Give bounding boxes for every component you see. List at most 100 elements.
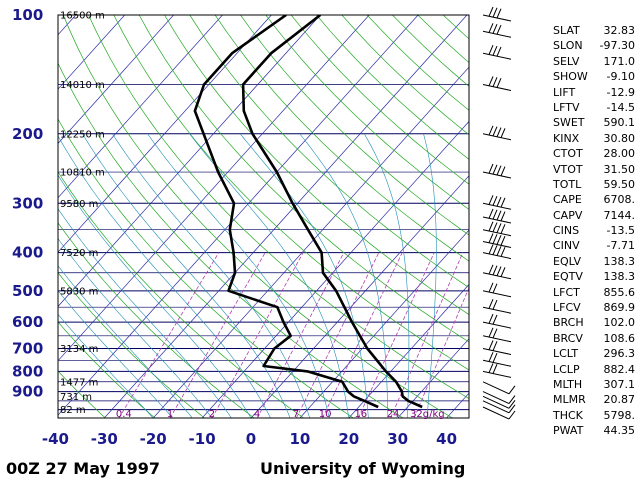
pressure-tick-label: 600: [12, 313, 43, 331]
wind-barb: [482, 340, 512, 355]
index-label: SLAT: [553, 24, 580, 37]
mixing-ratio-label: 2: [209, 409, 215, 420]
index-label: LFTV: [553, 100, 580, 114]
isotherm-line: [152, 66, 469, 418]
moist-adiabat: [58, 313, 154, 418]
index-label: BRCH: [553, 316, 584, 330]
isotherm-line: [348, 283, 469, 418]
temperature-profile: [241, 15, 423, 409]
index-label: THCK: [553, 408, 583, 422]
index-label: LCLP: [553, 362, 580, 376]
wind-barb: [482, 45, 512, 60]
isotherm-line: [250, 175, 469, 418]
pressure-tick-label: 900: [12, 383, 43, 401]
wind-barb: [482, 244, 512, 260]
moist-adiabat: [58, 290, 174, 418]
stability-index-table: SLAT 32.83 SLON -97.30 SELV 171.0 SHOW -9.10 LIF…: [553, 23, 635, 439]
index-value: 32.83: [603, 24, 636, 37]
mixing-ratio-label: 10: [319, 409, 332, 420]
mixing-ratio-line: [295, 252, 380, 418]
isotherm-line: [58, 15, 370, 362]
index-row-thck: THCK 5798.: [553, 408, 635, 423]
index-row-totl: TOTL 59.50: [553, 177, 635, 192]
wind-barb: [482, 406, 516, 420]
isotherm-line: [299, 229, 469, 418]
index-row-cape: CAPE 6708.: [553, 192, 635, 207]
temperature-tick-label: -10: [189, 430, 216, 448]
dry-adiabat: [58, 272, 205, 418]
label-layer: 0.4 1 2 4 7 10 16 24 32g/kg100200300400500600700…: [12, 6, 457, 448]
moist-adiabat: [364, 133, 410, 418]
index-label: LFCT: [553, 285, 580, 299]
mixing-ratio-label: 1: [167, 409, 173, 420]
index-value: -13.5: [606, 224, 635, 238]
temperature-tick-label: -30: [91, 430, 118, 448]
temperature-tick-label: 0: [246, 430, 256, 448]
index-row-lftv: LFTV -14.5: [553, 100, 635, 115]
moist-adiabat: [58, 135, 271, 418]
height-label: 7520 m: [60, 248, 98, 259]
wind-barb: [482, 363, 512, 378]
index-value: -14.5: [606, 100, 635, 114]
index-label: SELV: [553, 54, 580, 68]
index-value: 855.6: [603, 285, 636, 299]
dry-adiabat: [164, 15, 469, 315]
dry-adiabat: [58, 171, 304, 418]
height-label: 16500 m: [60, 11, 105, 22]
index-value: 31.50: [603, 162, 636, 176]
index-label: SLON: [553, 39, 583, 53]
index-label: TOTL: [553, 177, 582, 191]
moist-adiabat: [58, 208, 232, 418]
moist-adiabat: [189, 133, 350, 418]
pressure-tick-label: 300: [12, 194, 43, 212]
index-label: CTOT: [553, 147, 583, 161]
index-row-lclp: LCLP 882.4: [553, 362, 635, 377]
index-value: 7144.: [603, 208, 636, 222]
wind-barb: [482, 6, 512, 22]
isotherm-line: [58, 15, 125, 90]
index-row-cins: CINS -13.5: [553, 223, 635, 238]
temperature-tick-label: -40: [42, 430, 69, 448]
index-row-slon: SLON -97.30: [553, 38, 635, 53]
wind-barb: [482, 76, 512, 91]
index-row-eqlv: EQLV 138.3: [553, 254, 635, 269]
temperature-tick-label: 10: [289, 430, 310, 448]
index-row-lift: LIFT -12.9: [553, 85, 635, 100]
mixing-ratio-label: 32g/kg: [410, 409, 445, 420]
index-row-brcv: BRCV 108.6: [553, 331, 635, 346]
height-label: 9580 m: [60, 199, 98, 210]
wind-barb: [482, 23, 512, 38]
dry-adiabat: [265, 15, 469, 210]
index-label: MLTH: [553, 377, 583, 391]
index-value: 882.4: [603, 362, 636, 376]
wind-barb: [482, 282, 512, 298]
index-label: VTOT: [553, 162, 583, 176]
isotherm-line: [58, 15, 321, 307]
index-value: -7.71: [606, 239, 635, 253]
temperature-tick-label: 30: [387, 430, 408, 448]
index-value: 138.3: [603, 254, 636, 268]
dry-adiabat: [113, 15, 469, 371]
index-value: 296.3: [603, 347, 636, 361]
height-label: 12250 m: [60, 129, 105, 140]
wind-barb: [482, 400, 516, 414]
index-label: CINS: [553, 224, 580, 238]
index-value: 6708.: [603, 193, 636, 207]
index-label: CAPE: [553, 193, 582, 207]
index-row-kinx: KINX 30.80: [553, 131, 635, 146]
index-label: PWAT: [553, 424, 584, 438]
index-row-vtot: VTOT 31.50: [553, 162, 635, 177]
dry-adiabat: [138, 15, 469, 343]
index-value: 138.3: [603, 270, 636, 284]
moist-adiabat: [112, 133, 310, 418]
pressure-tick-label: 500: [12, 282, 43, 300]
isotherm-line: [58, 15, 77, 36]
index-value: 20.87: [603, 393, 636, 407]
index-label: CAPV: [553, 208, 583, 222]
wind-barb: [482, 195, 512, 210]
isotherm-line: [58, 15, 223, 199]
pressure-tick-label: 200: [12, 125, 43, 143]
dry-adiabat: [58, 222, 255, 418]
temperature-tick-label: -20: [140, 430, 167, 448]
pressure-tick-label: 800: [12, 362, 43, 380]
